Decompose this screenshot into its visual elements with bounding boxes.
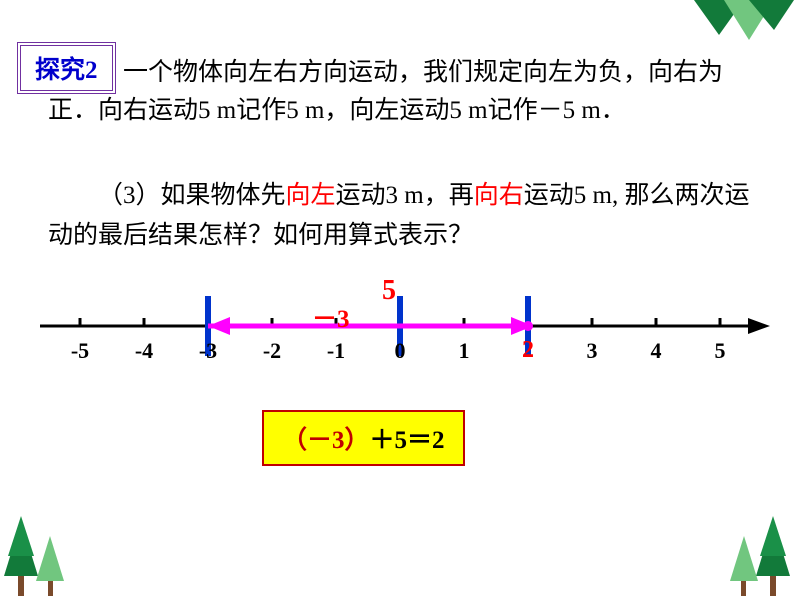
corner-tree-bottom-right: [724, 516, 794, 596]
tick-label: 5: [715, 338, 726, 364]
tick-label: 3: [587, 338, 598, 364]
tick-label: -3: [199, 338, 217, 364]
intro-paragraph: 一个物体向左右方向运动，我们规定向左为负，向右为正．向右运动5 m记作5 m，向…: [48, 54, 772, 129]
tick-label: -4: [135, 338, 153, 364]
number-line: -5-4-3-2-101345 －3 5 2: [30, 280, 770, 400]
answer-black: ＋5＝2: [370, 427, 445, 454]
q-red2: 向右: [474, 182, 524, 209]
annotation-two: 2: [522, 337, 534, 364]
answer-box: （－3）＋5＝2: [262, 410, 465, 466]
question-paragraph: （3）如果物体先向左运动3 m，再向右运动5 m, 那么两次运动的最后结果怎样？…: [48, 176, 772, 256]
annotation-five: 5: [382, 275, 396, 307]
tick-label: -5: [71, 338, 89, 364]
q-mid1: 运动3 m，再: [336, 182, 474, 209]
tick-label: -1: [327, 338, 345, 364]
annotation-neg3: －3: [312, 299, 350, 335]
tick-label: 0: [395, 338, 406, 364]
answer-red: （－3）: [282, 427, 370, 454]
q-red1: 向左: [286, 182, 336, 209]
q-prefix: （3）如果物体先: [98, 182, 286, 209]
corner-trees-top-right: [694, 0, 794, 50]
tick-label: 4: [651, 338, 662, 364]
tick-label: 1: [459, 338, 470, 364]
tick-label: -2: [263, 338, 281, 364]
corner-tree-bottom-left: [0, 516, 70, 596]
